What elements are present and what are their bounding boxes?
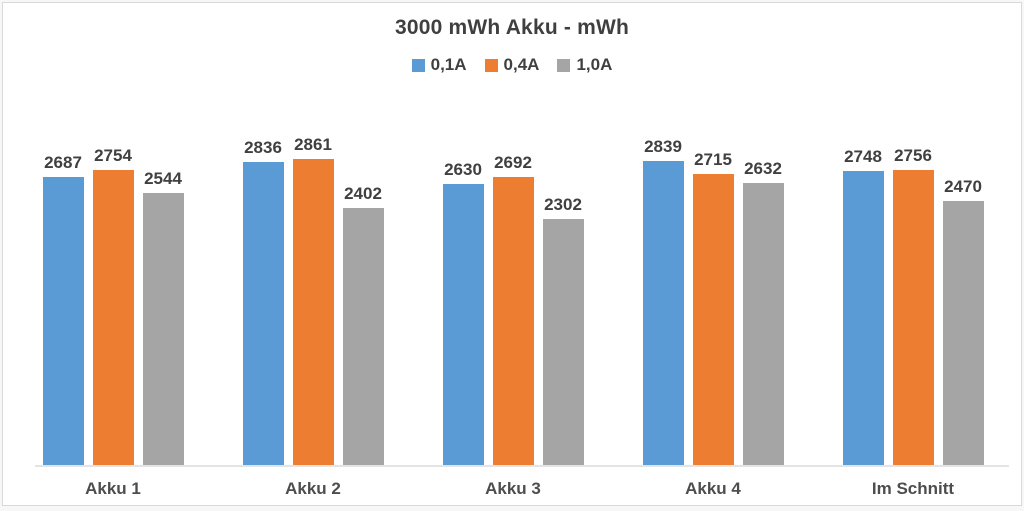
bar bbox=[842, 171, 884, 465]
data-label: 2632 bbox=[744, 159, 782, 178]
legend-swatch-gray bbox=[557, 58, 571, 72]
legend-label: 0,1A bbox=[430, 55, 467, 74]
data-label: 2839 bbox=[644, 137, 682, 156]
bar-wrap: 2687 bbox=[42, 153, 84, 465]
data-label: 2715 bbox=[694, 150, 732, 169]
bar-group: 2630 2692 2302 bbox=[413, 3, 613, 465]
data-label: 2687 bbox=[44, 153, 82, 172]
bar bbox=[742, 183, 784, 465]
bar-wrap: 2302 bbox=[542, 195, 584, 465]
category-label: Akku 4 bbox=[685, 479, 741, 498]
bar bbox=[92, 170, 134, 465]
bar-wrap: 2630 bbox=[442, 160, 484, 465]
legend-item-0-1a: 0,1A bbox=[411, 55, 467, 75]
bar-wrap: 2692 bbox=[492, 153, 534, 465]
legend-item-0-4a: 0,4A bbox=[484, 55, 540, 75]
data-label: 2748 bbox=[844, 147, 882, 166]
bar bbox=[242, 162, 284, 465]
data-label: 2302 bbox=[544, 195, 582, 214]
bar-wrap: 2715 bbox=[692, 150, 734, 465]
data-label: 2836 bbox=[244, 138, 282, 157]
bar-wrap: 2402 bbox=[342, 184, 384, 465]
legend-label: 1,0A bbox=[576, 55, 613, 74]
data-label: 2754 bbox=[94, 146, 132, 165]
bar bbox=[442, 184, 484, 465]
legend-swatch-orange bbox=[484, 58, 498, 72]
category-label: Akku 3 bbox=[485, 479, 541, 498]
bar-wrap: 2839 bbox=[642, 137, 684, 465]
bar bbox=[492, 177, 534, 465]
legend-swatch-blue bbox=[411, 58, 425, 72]
bar bbox=[942, 201, 984, 465]
data-label: 2402 bbox=[344, 184, 382, 203]
bar-wrap: 2861 bbox=[292, 135, 334, 465]
bar-wrap: 2836 bbox=[242, 138, 284, 465]
bar bbox=[292, 159, 334, 465]
bar-group: 2687 2754 2544 bbox=[13, 3, 213, 465]
data-label: 2630 bbox=[444, 160, 482, 179]
legend-label: 0,4A bbox=[503, 55, 540, 74]
data-label: 2756 bbox=[894, 146, 932, 165]
bar-wrap: 2544 bbox=[142, 169, 184, 465]
category-label: Im Schnitt bbox=[871, 479, 955, 498]
bar-wrap: 2754 bbox=[92, 146, 134, 465]
chart-title: 3000 mWh Akku - mWh bbox=[394, 16, 630, 39]
category-label: Akku 1 bbox=[85, 479, 141, 498]
bar-group: 2836 2861 2402 bbox=[213, 3, 413, 465]
bar-wrap: 2632 bbox=[742, 159, 784, 465]
bar-wrap: 2470 bbox=[942, 177, 984, 465]
data-label: 2861 bbox=[294, 135, 332, 154]
data-label: 2470 bbox=[944, 177, 982, 196]
legend: 0,1A 0,4A 1,0A bbox=[3, 55, 1021, 75]
bar-group: 2839 2715 2632 bbox=[613, 3, 813, 465]
legend-item-1-0a: 1,0A bbox=[557, 55, 612, 75]
bar-group: 2748 2756 2470 bbox=[813, 3, 1013, 465]
category-label: Akku 2 bbox=[285, 479, 341, 498]
bar bbox=[142, 193, 184, 465]
category-axis: Akku 1 Akku 2 Akku 3 Akku 4 Im Schnitt bbox=[13, 479, 1013, 499]
bar-wrap: 2756 bbox=[892, 146, 934, 465]
bar bbox=[642, 161, 684, 465]
bar bbox=[342, 208, 384, 465]
bar bbox=[892, 170, 934, 465]
data-label: 2692 bbox=[494, 153, 532, 172]
x-axis-line bbox=[35, 465, 1009, 467]
bar-wrap: 2748 bbox=[842, 147, 884, 465]
plot-area: 2687 2754 2544 2836 2861 2402 2630 2692 2302 2839… bbox=[13, 3, 1013, 465]
bar bbox=[42, 177, 84, 465]
bar bbox=[692, 174, 734, 465]
bar bbox=[542, 219, 584, 465]
data-label: 2544 bbox=[144, 169, 182, 188]
